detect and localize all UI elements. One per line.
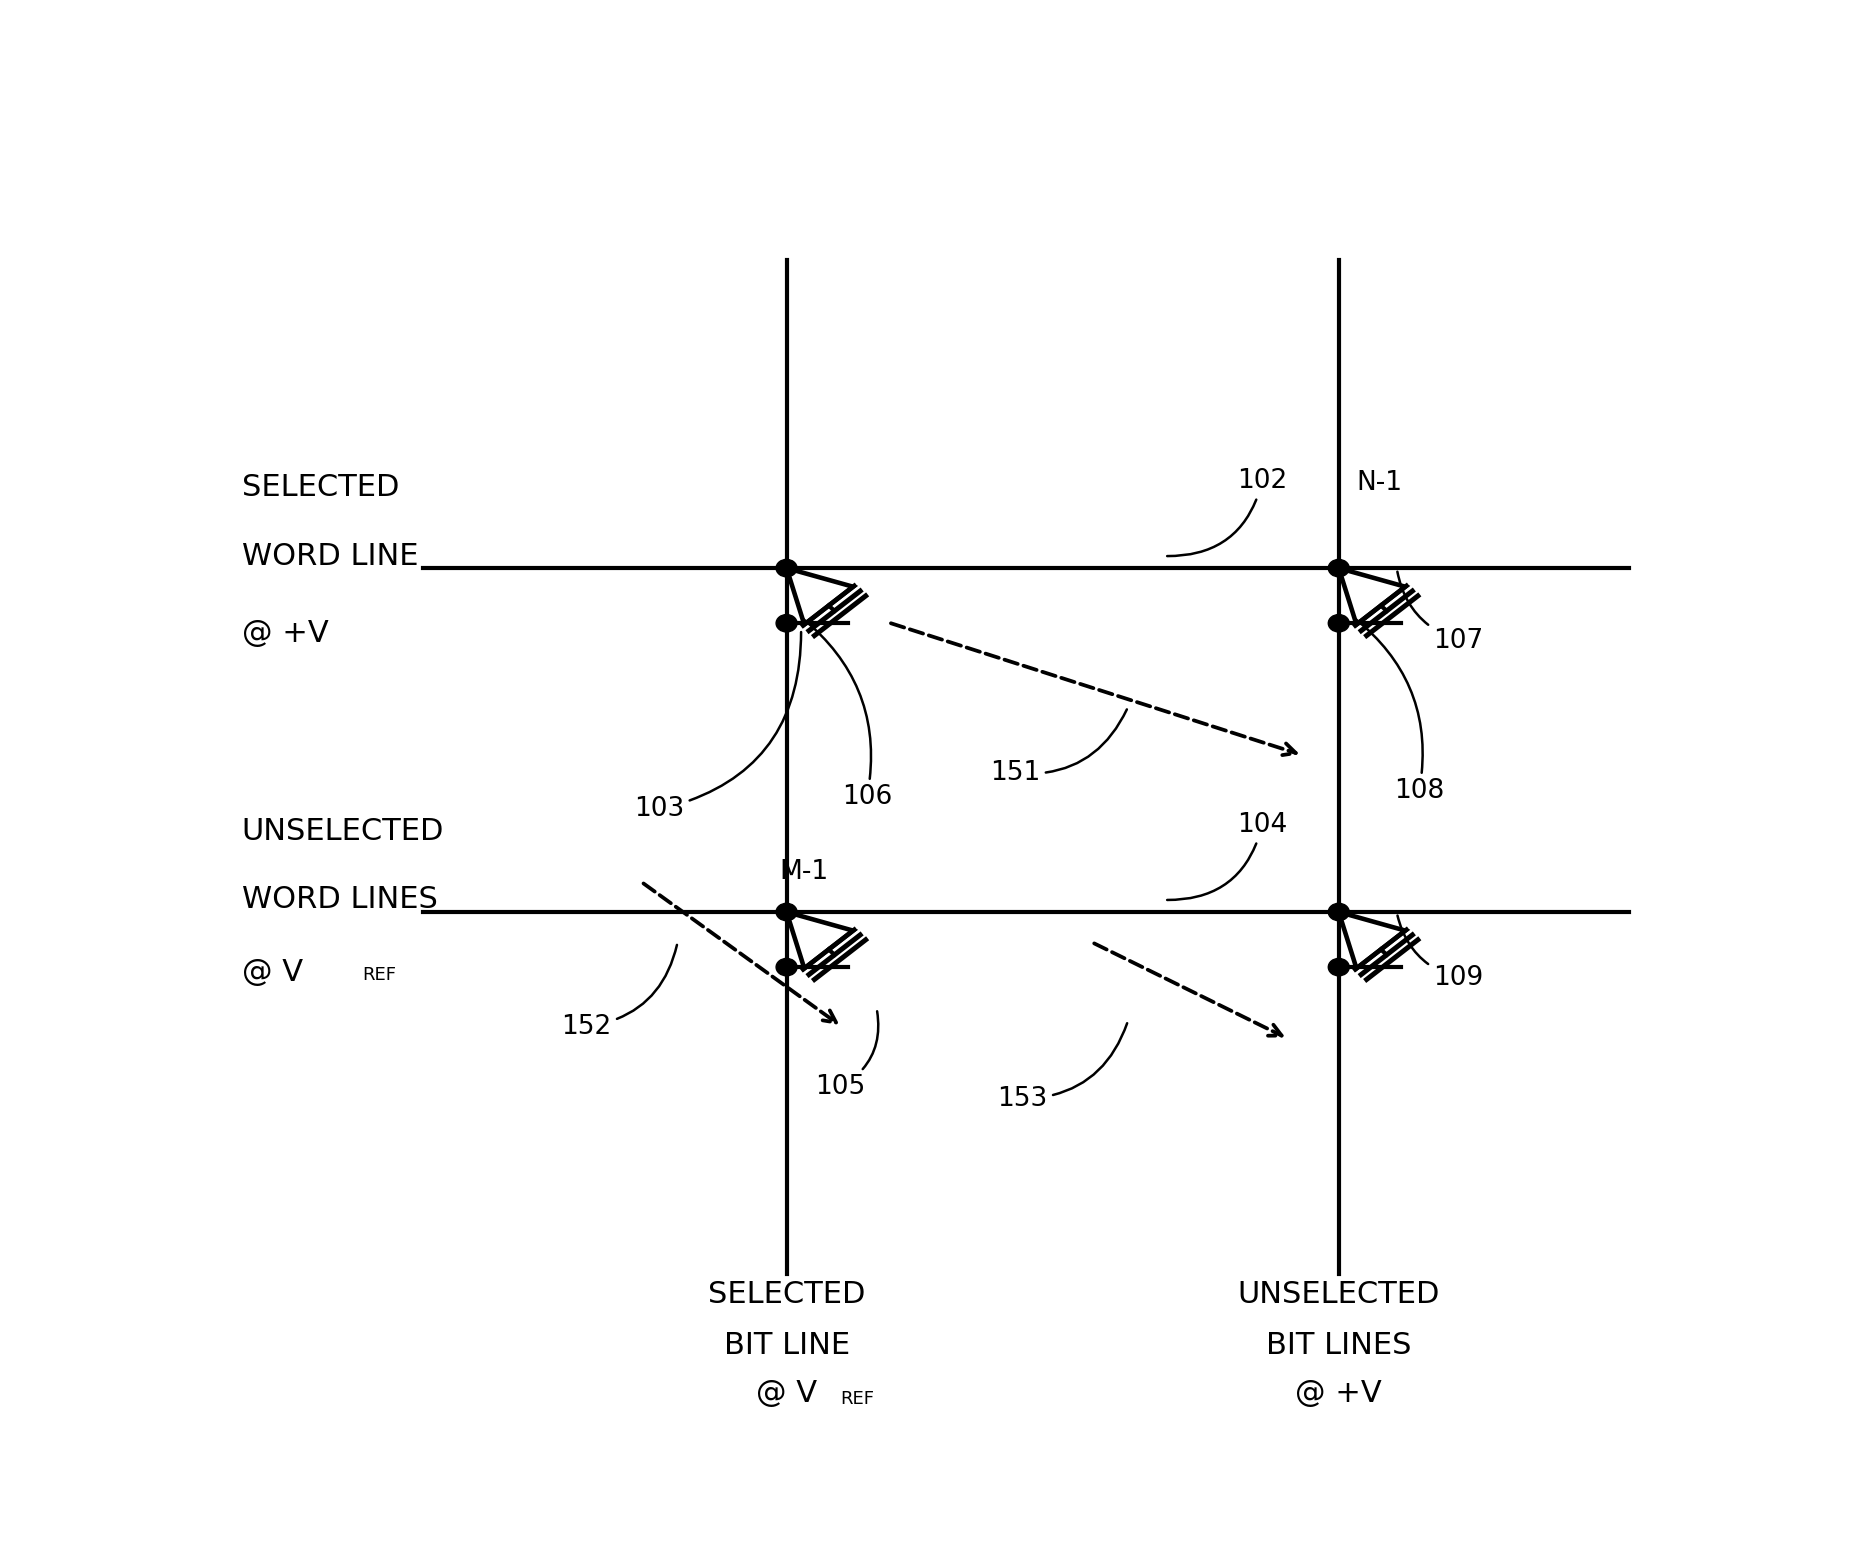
Text: @ V: @ V bbox=[756, 1379, 818, 1407]
Circle shape bbox=[1328, 959, 1350, 976]
Text: WORD LINE: WORD LINE bbox=[242, 542, 418, 570]
Text: 103: 103 bbox=[634, 632, 801, 823]
Text: 151: 151 bbox=[990, 710, 1127, 787]
Text: 102: 102 bbox=[1166, 469, 1288, 556]
Text: 152: 152 bbox=[561, 945, 677, 1039]
Text: 106: 106 bbox=[802, 619, 892, 810]
Text: 107: 107 bbox=[1397, 572, 1483, 653]
Text: WORD LINES: WORD LINES bbox=[242, 885, 437, 915]
Text: 108: 108 bbox=[1356, 619, 1444, 804]
Circle shape bbox=[776, 559, 797, 577]
Circle shape bbox=[776, 959, 797, 976]
Text: BIT LINE: BIT LINE bbox=[724, 1330, 849, 1360]
Text: SELECTED: SELECTED bbox=[709, 1280, 864, 1308]
Text: 104: 104 bbox=[1166, 812, 1288, 899]
Circle shape bbox=[776, 614, 797, 632]
Circle shape bbox=[1328, 614, 1350, 632]
Text: @ V: @ V bbox=[242, 957, 302, 987]
Circle shape bbox=[1328, 903, 1350, 921]
Text: UNSELECTED: UNSELECTED bbox=[1238, 1280, 1440, 1308]
Text: M-1: M-1 bbox=[780, 859, 829, 885]
Text: @ +V: @ +V bbox=[1296, 1379, 1382, 1407]
Text: @ +V: @ +V bbox=[242, 619, 328, 647]
Circle shape bbox=[1328, 559, 1350, 577]
Text: 153: 153 bbox=[998, 1023, 1127, 1113]
Text: BIT LINES: BIT LINES bbox=[1266, 1330, 1412, 1360]
Text: N-1: N-1 bbox=[1356, 470, 1402, 495]
Text: SELECTED: SELECTED bbox=[242, 473, 399, 501]
Circle shape bbox=[776, 903, 797, 921]
Text: UNSELECTED: UNSELECTED bbox=[242, 816, 444, 846]
Text: 109: 109 bbox=[1397, 915, 1483, 992]
Text: 105: 105 bbox=[816, 1011, 878, 1100]
Text: REF: REF bbox=[840, 1390, 874, 1407]
Text: REF: REF bbox=[362, 967, 396, 984]
